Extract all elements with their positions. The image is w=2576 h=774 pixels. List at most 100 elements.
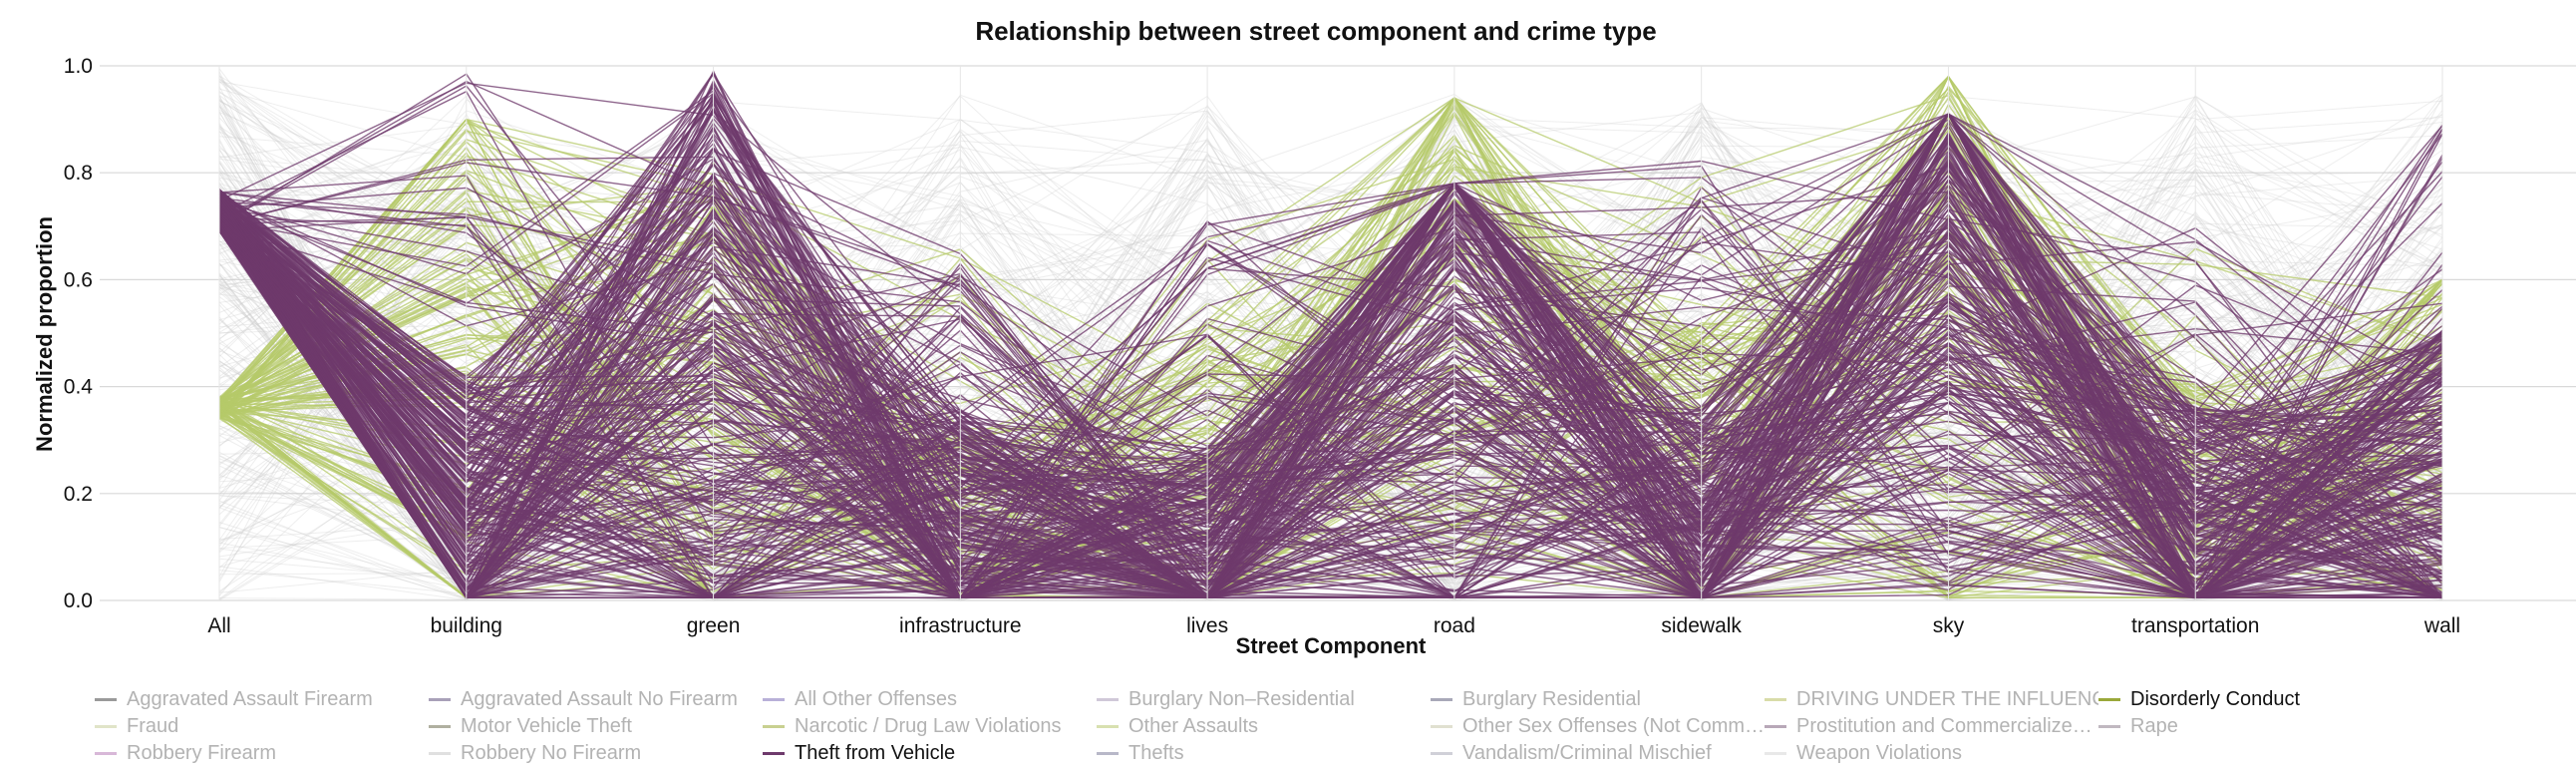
legend-swatch — [763, 698, 785, 701]
legend-swatch — [1431, 725, 1452, 728]
theft-from-vehicle-line — [218, 112, 2443, 599]
legend-item[interactable]: Burglary Residential — [1431, 688, 1765, 711]
theft-from-vehicle-line — [218, 182, 2443, 574]
theft-from-vehicle-line — [218, 112, 2443, 599]
theft-from-vehicle-line — [218, 197, 2443, 599]
legend-item[interactable]: Burglary Non–Residential — [1097, 688, 1431, 711]
legend-label: Other Sex Offenses (Not Comm… — [1462, 715, 1765, 737]
theft-from-vehicle-line — [218, 218, 2443, 543]
axis-label: transportation — [2131, 614, 2259, 637]
theft-from-vehicle-line — [218, 189, 2443, 581]
axis-label: lives — [1186, 614, 1228, 637]
legend-label: All Other Offenses — [795, 688, 958, 710]
legend-label: DRIVING UNDER THE INFLUENCE — [1796, 688, 2098, 710]
legend-swatch — [763, 752, 785, 755]
axes: All building green infrastructure lives road s… — [207, 66, 2460, 637]
legend-item[interactable]: Other Assaults — [1097, 715, 1431, 738]
background-line — [218, 99, 2443, 578]
legend-label: Other Assaults — [1128, 715, 1259, 737]
legend-label: Robbery Firearm — [127, 742, 277, 764]
legend-row: Fraud Motor Vehicle Theft Narcotic / Drug … — [95, 713, 2527, 740]
legend-swatch — [1097, 698, 1119, 701]
theft-from-vehicle-line — [218, 199, 2443, 599]
legend-row: Aggravated Assault Firearm Aggravated Ass… — [95, 686, 2527, 713]
legend-label: Disorderly Conduct — [2130, 688, 2301, 710]
legend-item[interactable]: Thefts — [1097, 742, 1431, 765]
legend-item[interactable]: Weapon Violations — [1765, 742, 2098, 765]
legend-label: Thefts — [1128, 742, 1184, 764]
legend-item[interactable]: Aggravated Assault Firearm — [95, 688, 429, 711]
y-axis-title: Normalized proportion — [32, 216, 57, 452]
legend-item[interactable]: Disorderly Conduct — [2098, 688, 2432, 711]
x-axis-title: Street Component — [1236, 633, 1427, 658]
legend-label: Vandalism/Criminal Mischief — [1462, 742, 1712, 764]
y-tick-label: 0.8 — [64, 162, 93, 185]
theft-from-vehicle-line — [218, 199, 2443, 585]
theft-from-vehicle-line — [218, 213, 2443, 598]
legend-swatch — [2098, 698, 2120, 701]
theft-from-vehicle-line — [218, 203, 2443, 599]
legend-item[interactable]: Fraud — [95, 715, 429, 738]
theft-from-vehicle-line — [218, 189, 2443, 599]
legend-row: Robbery Firearm Robbery No Firearm Theft f… — [95, 740, 2527, 767]
theft-from-vehicle-line — [218, 169, 2443, 589]
theft-from-vehicle-line — [218, 164, 2443, 599]
theft-from-vehicle-line — [218, 230, 2443, 599]
legend-label: Burglary Residential — [1462, 688, 1641, 710]
y-tick-label: 0.6 — [64, 268, 93, 291]
legend-swatch — [1431, 752, 1452, 755]
legend-item[interactable]: Aggravated Assault No Firearm — [429, 688, 763, 711]
theft-from-vehicle-line — [218, 194, 2443, 599]
theft-from-vehicle-line — [218, 174, 2443, 591]
legend-label: Prostitution and Commercialize… — [1796, 715, 2093, 737]
theft-from-vehicle-line — [218, 109, 2443, 599]
legend-swatch — [429, 752, 451, 755]
theft-from-vehicle-line — [218, 112, 2443, 599]
theft-from-vehicle-line — [218, 204, 2443, 599]
legend-label: Fraud — [127, 715, 179, 737]
legend-swatch — [2098, 725, 2120, 728]
theft-from-vehicle-line — [218, 201, 2442, 599]
chart-title: Relationship between street component an… — [975, 16, 1656, 46]
theft-from-vehicle-line — [218, 214, 2443, 598]
legend-swatch — [763, 725, 785, 728]
theft-from-vehicle-line — [218, 193, 2443, 599]
legend-swatch — [429, 725, 451, 728]
legend-swatch — [95, 725, 117, 728]
theft-from-vehicle-line — [218, 198, 2443, 599]
axis-label: building — [431, 614, 502, 637]
legend-swatch — [1097, 725, 1119, 728]
legend-item[interactable]: Vandalism/Criminal Mischief — [1431, 742, 1765, 765]
axis-label: infrastructure — [899, 614, 1022, 637]
y-tick-label: 0.0 — [64, 589, 93, 612]
legend-item[interactable]: Narcotic / Drug Law Violations — [763, 715, 1097, 738]
theft-from-vehicle-line — [218, 196, 2442, 599]
axis-label: road — [1434, 614, 1475, 637]
legend-item[interactable]: DRIVING UNDER THE INFLUENCE — [1765, 688, 2098, 711]
theft-from-vehicle-line — [218, 200, 2443, 599]
legend-swatch — [1765, 698, 1786, 701]
legend-item[interactable]: All Other Offenses — [763, 688, 1097, 711]
legend-label: Aggravated Assault No Firearm — [461, 688, 738, 710]
legend-item[interactable]: Other Sex Offenses (Not Comm… — [1431, 715, 1765, 738]
legend-label: Motor Vehicle Theft — [461, 715, 632, 737]
theft-from-vehicle-line — [218, 112, 2443, 598]
legend-item[interactable]: Robbery No Firearm — [429, 742, 763, 765]
theft-from-vehicle-line — [218, 182, 2443, 558]
legend-item[interactable]: Motor Vehicle Theft — [429, 715, 763, 738]
legend-item[interactable]: Prostitution and Commercialize… — [1765, 715, 2098, 738]
legend-label: Burglary Non–Residential — [1128, 688, 1355, 710]
legend-swatch — [95, 698, 117, 701]
legend-label: Rape — [2130, 715, 2178, 737]
legend-swatch — [95, 752, 117, 755]
legend-item[interactable]: Rape — [2098, 715, 2432, 738]
legend-item[interactable]: Robbery Firearm — [95, 742, 429, 765]
legend-item[interactable]: Theft from Vehicle — [763, 742, 1097, 765]
legend-swatch — [1431, 698, 1452, 701]
theft-from-vehicle-line — [218, 79, 2443, 598]
legend-label: Robbery No Firearm — [461, 742, 642, 764]
legend-swatch — [1765, 752, 1786, 755]
axis-label: wall — [2423, 614, 2460, 637]
background-line — [218, 93, 2443, 600]
theft-from-vehicle-line — [218, 97, 2443, 599]
